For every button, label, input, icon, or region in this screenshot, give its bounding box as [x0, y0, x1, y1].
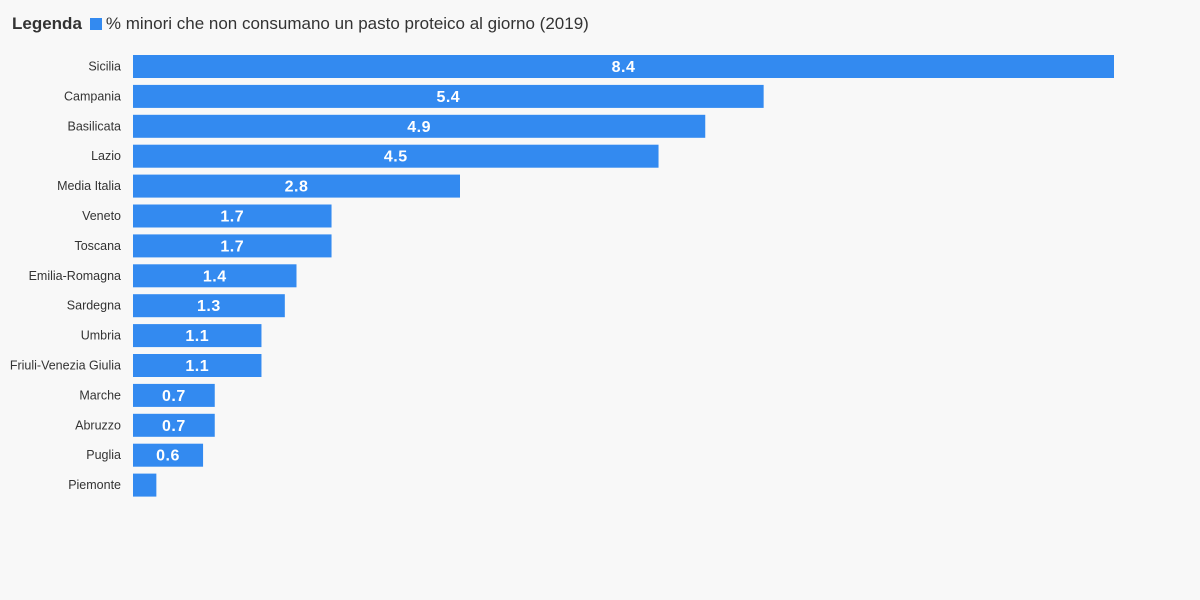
category-label: Toscana	[74, 239, 121, 253]
value-label: 1.1	[185, 358, 209, 375]
category-label: Umbria	[81, 329, 121, 343]
category-label: Abruzzo	[75, 418, 121, 432]
value-label: 4.9	[407, 119, 431, 136]
bar[interactable]	[133, 294, 285, 318]
value-label: 1.1	[185, 328, 209, 345]
bar[interactable]	[133, 324, 262, 348]
category-label: Piemonte	[68, 478, 121, 492]
bar[interactable]	[133, 443, 204, 467]
value-label: 0.7	[162, 418, 186, 435]
value-label: 0.7	[162, 388, 186, 405]
category-label: Emilia-Romagna	[29, 269, 121, 283]
bar[interactable]	[133, 144, 659, 168]
bar[interactable]	[133, 174, 460, 198]
value-label: 0.6	[156, 448, 180, 465]
bar[interactable]	[133, 84, 764, 108]
category-label: Sardegna	[67, 299, 121, 313]
category-label: Puglia	[86, 448, 121, 462]
value-label: 1.7	[220, 238, 244, 255]
bar[interactable]	[133, 413, 215, 437]
value-label: 8.4	[612, 59, 636, 76]
bar[interactable]	[133, 473, 157, 497]
category-label: Basilicata	[68, 119, 122, 133]
category-label: Veneto	[82, 209, 121, 223]
legend-swatch	[89, 18, 102, 30]
value-label: 1.4	[203, 268, 227, 285]
category-label: Sicilia	[88, 60, 121, 74]
legend-series-label: % minori che non consumano un pasto prot…	[105, 14, 589, 33]
category-label: Lazio	[91, 149, 121, 163]
category-label: Friuli-Venezia Giulia	[10, 359, 121, 373]
bar[interactable]	[133, 114, 706, 138]
bar[interactable]	[133, 204, 332, 228]
legend-title: Legenda	[12, 14, 82, 33]
bar[interactable]	[133, 264, 297, 288]
category-label: Campania	[64, 89, 121, 103]
value-label: 1.7	[220, 209, 244, 226]
category-label: Marche	[79, 388, 121, 402]
value-label: 1.3	[197, 298, 221, 315]
value-label: 4.5	[384, 149, 408, 166]
legend: Legenda % minori che non consumano un pa…	[12, 13, 589, 35]
bar[interactable]	[133, 234, 332, 258]
value-label: 2.8	[285, 179, 309, 196]
bar[interactable]	[133, 55, 1114, 78]
category-label: Media Italia	[57, 179, 121, 193]
bar[interactable]	[133, 383, 215, 407]
value-label: 5.4	[436, 89, 460, 106]
bar[interactable]	[133, 354, 262, 377]
